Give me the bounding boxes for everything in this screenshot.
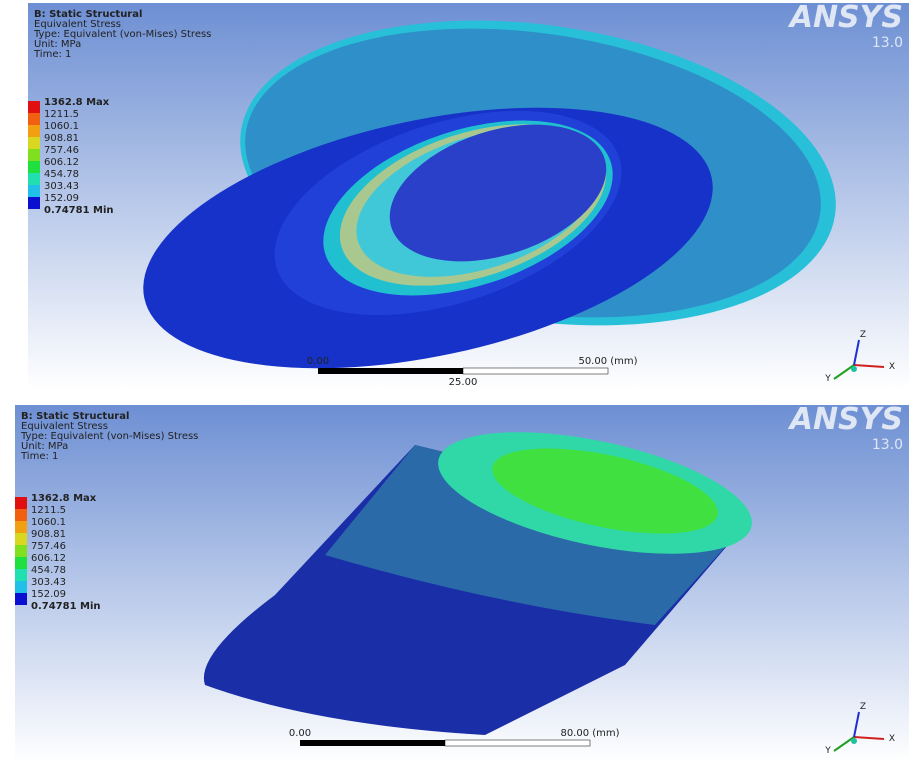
legend-label: 757.46 [31, 541, 66, 552]
scale-label: 50.00 (mm) [578, 356, 637, 367]
legend-label: 454.78 [44, 169, 79, 180]
legend-swatch [28, 197, 40, 209]
axis-label: Y [824, 746, 831, 756]
legend-label: 1211.5 [31, 505, 66, 516]
legend-swatch [28, 125, 40, 137]
legend-label: 606.12 [31, 553, 66, 564]
legend-label: 1362.8 Max [44, 97, 110, 108]
legend-swatch [15, 593, 27, 605]
legend-swatch [15, 497, 27, 509]
legend-label: 908.81 [31, 529, 66, 540]
axis-label: X [889, 362, 895, 372]
legend-label: 1211.5 [44, 109, 79, 120]
scale-label: 0.00 [289, 728, 311, 739]
axis-origin [851, 366, 857, 372]
legend-swatch [28, 161, 40, 173]
brand: ANSYS [788, 405, 903, 437]
legend-label: 757.46 [44, 145, 79, 156]
legend-label: 303.43 [44, 181, 79, 192]
header-line: Time: 1 [20, 451, 58, 462]
legend-label: 303.43 [31, 577, 66, 588]
scale-bar-black [318, 368, 463, 374]
axis-origin [851, 738, 857, 744]
legend-swatch [15, 581, 27, 593]
legend-swatch [15, 557, 27, 569]
axis-label: X [889, 734, 895, 744]
legend-swatch [15, 569, 27, 581]
axis-label: Y [824, 374, 831, 384]
legend-swatch [28, 113, 40, 125]
legend-label: 1060.1 [44, 121, 79, 132]
legend-label: 0.74781 Min [44, 205, 114, 216]
header-line: Time: 1 [33, 49, 71, 60]
legend-swatch [28, 185, 40, 197]
brand: ANSYS [788, 3, 903, 35]
legend-swatch [15, 521, 27, 533]
legend-label: 152.09 [31, 589, 66, 600]
legend-label: 152.09 [44, 193, 79, 204]
version: 13.0 [872, 35, 903, 51]
scale-bar-white [445, 740, 590, 746]
axis-label: Z [860, 330, 866, 340]
legend-label: 0.74781 Min [31, 601, 101, 612]
scale-label: 25.00 [449, 377, 478, 388]
legend-swatch [28, 173, 40, 185]
scale-label: 80.00 (mm) [560, 728, 619, 739]
legend-label: 1362.8 Max [31, 493, 97, 504]
legend-label: 1060.1 [31, 517, 66, 528]
legend-swatch [15, 509, 27, 521]
legend-swatch [15, 533, 27, 545]
legend-swatch [28, 101, 40, 113]
axis-label: Z [860, 702, 866, 712]
page: B: Static StructuralEquivalent StressTyp… [0, 0, 909, 762]
scale-label: 0.00 [307, 356, 329, 367]
scale-bar-black [300, 740, 445, 746]
version: 13.0 [872, 437, 903, 453]
legend-label: 908.81 [44, 133, 79, 144]
scale-bar-white [463, 368, 608, 374]
legend-label: 454.78 [31, 565, 66, 576]
legend-label: 606.12 [44, 157, 79, 168]
legend-swatch [28, 149, 40, 161]
legend-swatch [15, 545, 27, 557]
legend-swatch [28, 137, 40, 149]
